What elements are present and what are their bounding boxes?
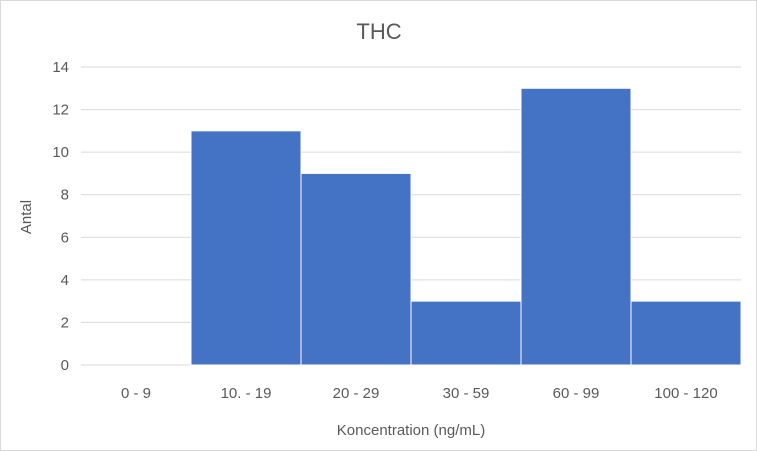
x-tick-label: 20 - 29: [333, 385, 380, 402]
x-axis-label: Koncentration (ng/mL): [337, 422, 485, 439]
y-tick-label: 0: [61, 357, 69, 374]
y-axis-label: Antal: [18, 200, 35, 234]
x-tick-label: 100 - 120: [654, 385, 717, 402]
bar: [300, 172, 412, 366]
bar: [190, 130, 302, 366]
x-tick-label: 10. - 19: [221, 385, 272, 402]
bar: [630, 300, 742, 366]
y-tick-label: 12: [52, 102, 69, 119]
x-tick-label: 0 - 9: [121, 385, 151, 402]
chart-title: THC: [356, 19, 401, 44]
x-axis-ticks: 0 - 9 10. - 19 20 - 29 30 - 59 60 - 99 100 - …: [121, 385, 718, 402]
y-tick-label: 14: [52, 59, 69, 76]
bar: [520, 87, 632, 366]
bars: [190, 87, 742, 366]
y-tick-label: 6: [61, 229, 69, 246]
y-tick-label: 10: [52, 144, 69, 161]
bar: [410, 300, 522, 366]
y-tick-label: 2: [61, 314, 69, 331]
y-tick-label: 8: [61, 187, 69, 204]
y-tick-label: 4: [61, 272, 69, 289]
y-axis-ticks: 0 2 4 6 8 10 12 14: [52, 59, 69, 374]
x-tick-label: 30 - 59: [443, 385, 490, 402]
x-tick-label: 60 - 99: [553, 385, 600, 402]
